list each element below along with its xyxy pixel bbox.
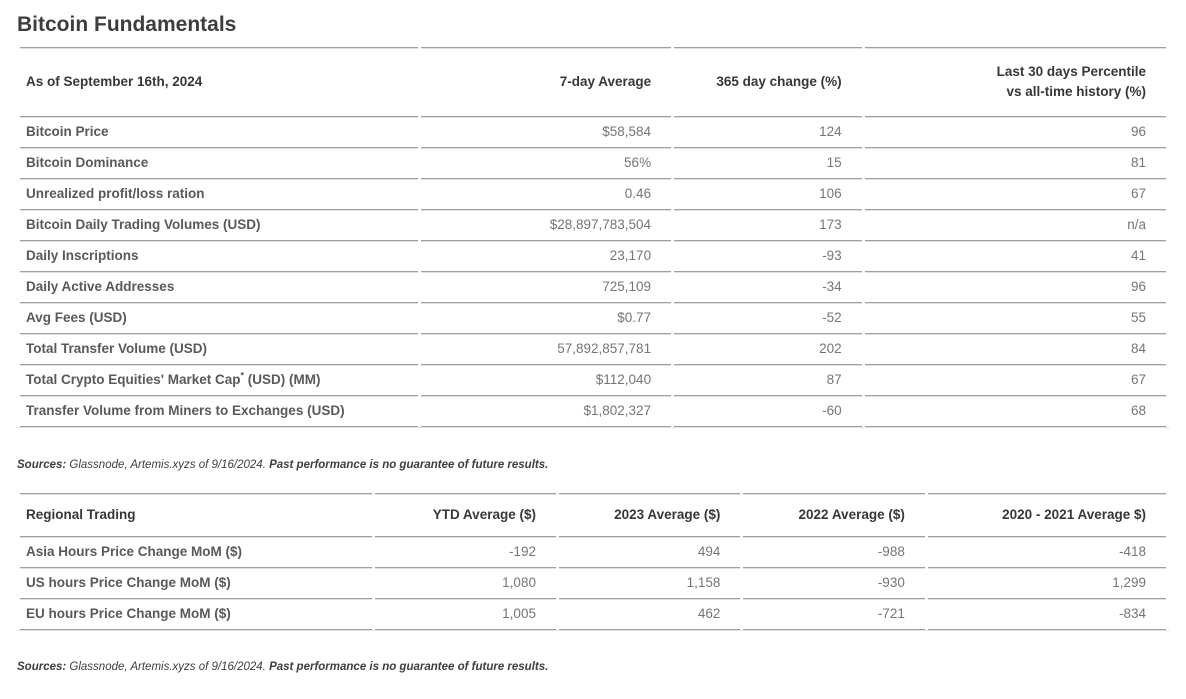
header-30day-percentile-line1: Last 30 days Percentile xyxy=(996,64,1146,79)
row-label: Unrealized profit/loss ration xyxy=(20,178,418,209)
cell-percentile: 96 xyxy=(864,271,1166,302)
row-label: Bitcoin Daily Trading Volumes (USD) xyxy=(20,209,418,240)
cell-percentile: 68 xyxy=(864,395,1166,427)
cell-7day-average: 0.46 xyxy=(420,178,672,209)
row-label: Bitcoin Dominance xyxy=(20,147,418,178)
row-label: US hours Price Change MoM ($) xyxy=(20,567,372,598)
table-row-unrealized-profit-loss: Unrealized profit/loss ration 0.46 106 6… xyxy=(20,178,1166,209)
cell-365day-change: 87 xyxy=(674,364,862,395)
row-label: Avg Fees (USD) xyxy=(20,302,418,333)
header-ytd-average: YTD Average ($) xyxy=(374,493,556,536)
cell-2023-average: 494 xyxy=(558,536,741,567)
header-2022-average: 2022 Average ($) xyxy=(743,493,925,536)
row-label: Daily Active Addresses xyxy=(20,271,418,302)
fundamentals-table: As of September 16th, 2024 7-day Average… xyxy=(17,47,1169,427)
row-label: Asia Hours Price Change MoM ($) xyxy=(20,536,372,567)
cell-2020-2021-average: -418 xyxy=(927,536,1166,567)
table-row-avg-fees: Avg Fees (USD) $0.77 -52 55 xyxy=(20,302,1166,333)
header-regional-trading: Regional Trading xyxy=(20,493,372,536)
table-row-miners-to-exchanges: Transfer Volume from Miners to Exchanges… xyxy=(20,395,1166,427)
cell-7day-average: 23,170 xyxy=(420,240,672,271)
cell-ytd-average: -192 xyxy=(374,536,556,567)
cell-365day-change: 15 xyxy=(674,147,862,178)
header-as-of-date: As of September 16th, 2024 xyxy=(20,47,418,116)
cell-2022-average: -930 xyxy=(743,567,925,598)
cell-7day-average: $58,584 xyxy=(420,116,672,147)
cell-2022-average: -721 xyxy=(743,598,925,630)
page-title: Bitcoin Fundamentals xyxy=(17,13,237,36)
fundamentals-header-row: As of September 16th, 2024 7-day Average… xyxy=(20,47,1166,116)
cell-7day-average: $28,897,783,504 xyxy=(420,209,672,240)
cell-ytd-average: 1,005 xyxy=(374,598,556,630)
cell-365day-change: 124 xyxy=(674,116,862,147)
cell-2023-average: 1,158 xyxy=(558,567,741,598)
table-row-asia-hours: Asia Hours Price Change MoM ($) -192 494… xyxy=(20,536,1166,567)
cell-7day-average: 56% xyxy=(420,147,672,178)
sources-text: Glassnode, Artemis.xyzs of 9/16/2024. xyxy=(66,661,270,673)
sources-note: Sources: Glassnode, Artemis.xyzs of 9/16… xyxy=(17,660,1169,674)
regional-trading-table: Regional Trading YTD Average ($) 2023 Av… xyxy=(17,493,1169,630)
table-row-eu-hours: EU hours Price Change MoM ($) 1,005 462 … xyxy=(20,598,1166,630)
cell-percentile: 41 xyxy=(864,240,1166,271)
table-row-us-hours: US hours Price Change MoM ($) 1,080 1,15… xyxy=(20,567,1166,598)
disclaimer-text: Past performance is no guarantee of futu… xyxy=(269,459,549,471)
cell-percentile: 81 xyxy=(864,147,1166,178)
cell-7day-average: 57,892,857,781 xyxy=(420,333,672,364)
cell-365day-change: 173 xyxy=(674,209,862,240)
cell-7day-average: 725,109 xyxy=(420,271,672,302)
cell-365day-change: -52 xyxy=(674,302,862,333)
cell-2020-2021-average: -834 xyxy=(927,598,1166,630)
cell-365day-change: -93 xyxy=(674,240,862,271)
cell-2022-average: -988 xyxy=(743,536,925,567)
table-row-bitcoin-dominance: Bitcoin Dominance 56% 15 81 xyxy=(20,147,1166,178)
table-row-daily-inscriptions: Daily Inscriptions 23,170 -93 41 xyxy=(20,240,1166,271)
row-label: EU hours Price Change MoM ($) xyxy=(20,598,372,630)
cell-percentile: 96 xyxy=(864,116,1166,147)
cell-percentile: 55 xyxy=(864,302,1166,333)
table-row-daily-trading-volumes: Bitcoin Daily Trading Volumes (USD) $28,… xyxy=(20,209,1166,240)
cell-percentile: 84 xyxy=(864,333,1166,364)
sources-note: Sources: Glassnode, Artemis.xyzs of 9/16… xyxy=(17,458,1169,472)
cell-7day-average: $1,802,327 xyxy=(420,395,672,427)
row-label-text: Total Crypto Equities' Market Cap xyxy=(26,372,241,387)
table-row-bitcoin-price: Bitcoin Price $58,584 124 96 xyxy=(20,116,1166,147)
cell-2023-average: 462 xyxy=(558,598,741,630)
row-label: Bitcoin Price xyxy=(20,116,418,147)
cell-7day-average: $0.77 xyxy=(420,302,672,333)
cell-365day-change: 202 xyxy=(674,333,862,364)
row-label: Daily Inscriptions xyxy=(20,240,418,271)
regional-header-row: Regional Trading YTD Average ($) 2023 Av… xyxy=(20,493,1166,536)
row-label: Transfer Volume from Miners to Exchanges… xyxy=(20,395,418,427)
disclaimer-text: Past performance is no guarantee of futu… xyxy=(269,661,549,673)
asterisk-footnote-marker: * xyxy=(240,370,245,381)
cell-percentile: n/a xyxy=(864,209,1166,240)
row-label-suffix: (USD) (MM) xyxy=(247,372,321,387)
header-365day-change: 365 day change (%) xyxy=(674,47,862,116)
cell-percentile: 67 xyxy=(864,364,1166,395)
cell-ytd-average: 1,080 xyxy=(374,567,556,598)
row-label: Total Transfer Volume (USD) xyxy=(20,333,418,364)
sources-label: Sources: xyxy=(17,661,67,673)
cell-7day-average: $112,040 xyxy=(420,364,672,395)
header-30day-percentile: Last 30 days Percentile vs all-time histo… xyxy=(864,47,1166,116)
header-2023-average: 2023 Average ($) xyxy=(558,493,741,536)
cell-2020-2021-average: 1,299 xyxy=(927,567,1166,598)
cell-365day-change: -60 xyxy=(674,395,862,427)
header-2020-2021-average: 2020 - 2021 Average $) xyxy=(927,493,1166,536)
header-7day-average: 7-day Average xyxy=(420,47,672,116)
row-label: Total Crypto Equities' Market Cap* (USD)… xyxy=(20,364,418,395)
table-row-daily-active-addresses: Daily Active Addresses 725,109 -34 96 xyxy=(20,271,1166,302)
sources-text: Glassnode, Artemis.xyzs of 9/16/2024. xyxy=(66,459,270,471)
cell-365day-change: -34 xyxy=(674,271,862,302)
sources-label: Sources: xyxy=(17,459,67,471)
table-row-crypto-equities-market-cap: Total Crypto Equities' Market Cap* (USD)… xyxy=(20,364,1166,395)
cell-percentile: 67 xyxy=(864,178,1166,209)
table-row-total-transfer-volume: Total Transfer Volume (USD) 57,892,857,7… xyxy=(20,333,1166,364)
header-30day-percentile-line2: vs all-time history (%) xyxy=(1006,84,1146,99)
cell-365day-change: 106 xyxy=(674,178,862,209)
